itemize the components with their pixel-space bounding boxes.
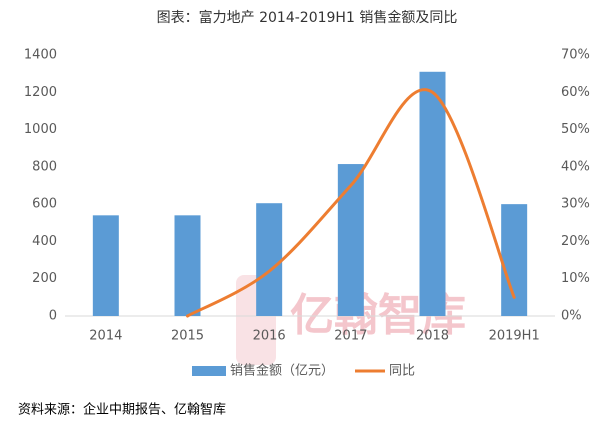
y-tick-label: 200 [32,271,57,286]
y-tick-label: 600 [32,197,57,212]
y2-tick-label: 30% [561,197,590,212]
x-tick-label: 2015 [171,329,204,344]
bar [256,203,283,316]
y2-tick-label: 20% [561,234,590,249]
source-note: 资料来源：企业中期报告、亿翰智库 [18,402,226,418]
bar [337,164,364,316]
x-tick-label: 2016 [253,329,286,344]
x-tick-label: 2014 [89,329,122,344]
line [186,88,516,318]
y2-tick-label: 70% [561,48,590,63]
y2-tick-label: 10% [561,271,590,286]
legend-label: 销售金额（亿元） [230,363,334,379]
bar [174,215,201,316]
x-tick-label: 2018 [416,329,449,344]
y-tick-label: 1200 [24,85,57,100]
y-tick-label: 1400 [24,48,57,63]
y-tick-label: 800 [32,159,57,174]
y2-tick-label: 50% [561,122,590,137]
y-tick-label: 0 [49,309,57,324]
bar [92,215,119,316]
legend-label: 同比 [389,364,415,379]
y-tick-label: 1000 [24,122,57,137]
y2-tick-label: 40% [561,159,590,174]
y-tick-label: 400 [32,234,57,249]
legend-swatch [192,366,226,376]
x-tick-label: 2017 [334,329,367,344]
bar [501,204,528,316]
x-tick-label: 2019H1 [489,329,540,344]
y2-tick-label: 0% [561,309,582,324]
y2-tick-label: 60% [561,85,590,100]
chart-title: 图表：富力地产 2014-2019H1 销售金额及同比 [157,9,458,26]
bar [419,71,446,317]
